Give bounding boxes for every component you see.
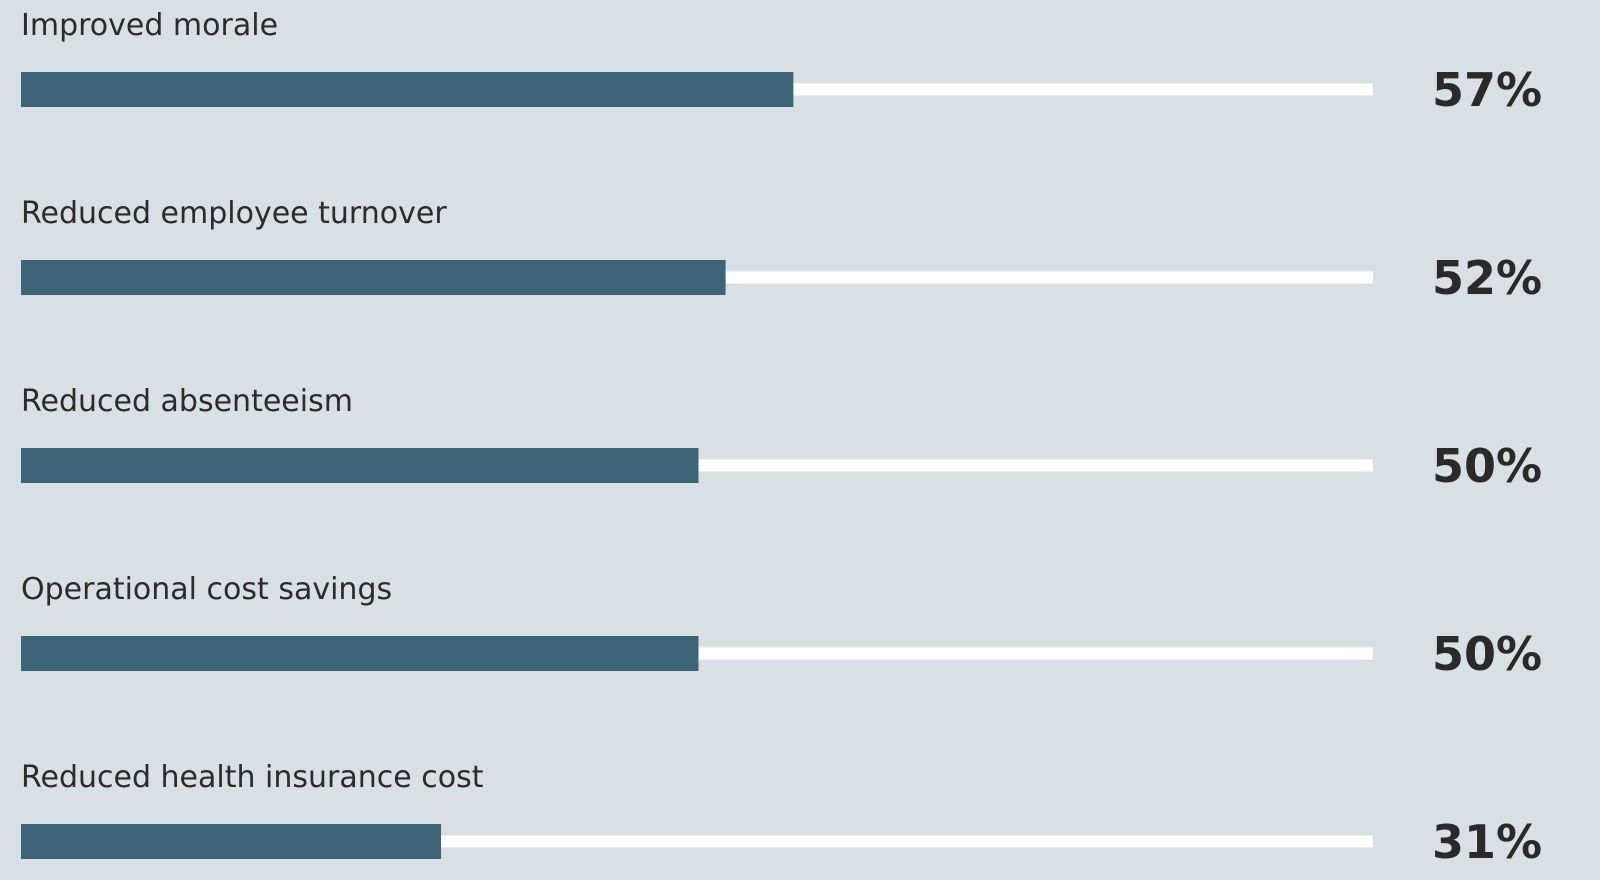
bar [21, 260, 726, 295]
bar [21, 448, 699, 483]
value-label: 57% [1432, 63, 1542, 117]
bar [21, 824, 442, 859]
bar-row: Reduced health insurance cost 31% [21, 760, 1542, 869]
category-label: Improved morale [21, 8, 278, 43]
value-label: 50% [1432, 627, 1542, 681]
bar-row: Improved morale 57% [21, 8, 1542, 117]
category-label: Operational cost savings [21, 572, 392, 607]
category-label: Reduced absenteeism [21, 384, 353, 419]
bar-row: Reduced employee turnover 52% [21, 196, 1542, 305]
bar-row: Reduced absenteeism 50% [21, 384, 1542, 493]
value-label: 31% [1432, 815, 1542, 869]
value-label: 52% [1432, 251, 1542, 305]
bar [21, 72, 794, 107]
bar [21, 636, 699, 671]
category-label: Reduced health insurance cost [21, 760, 484, 795]
category-label: Reduced employee turnover [21, 196, 447, 231]
bar-row: Operational cost savings 50% [21, 572, 1542, 681]
value-label: 50% [1432, 439, 1542, 493]
chart-rows: Improved morale 57% Reduced employee turno… [21, 8, 1542, 869]
